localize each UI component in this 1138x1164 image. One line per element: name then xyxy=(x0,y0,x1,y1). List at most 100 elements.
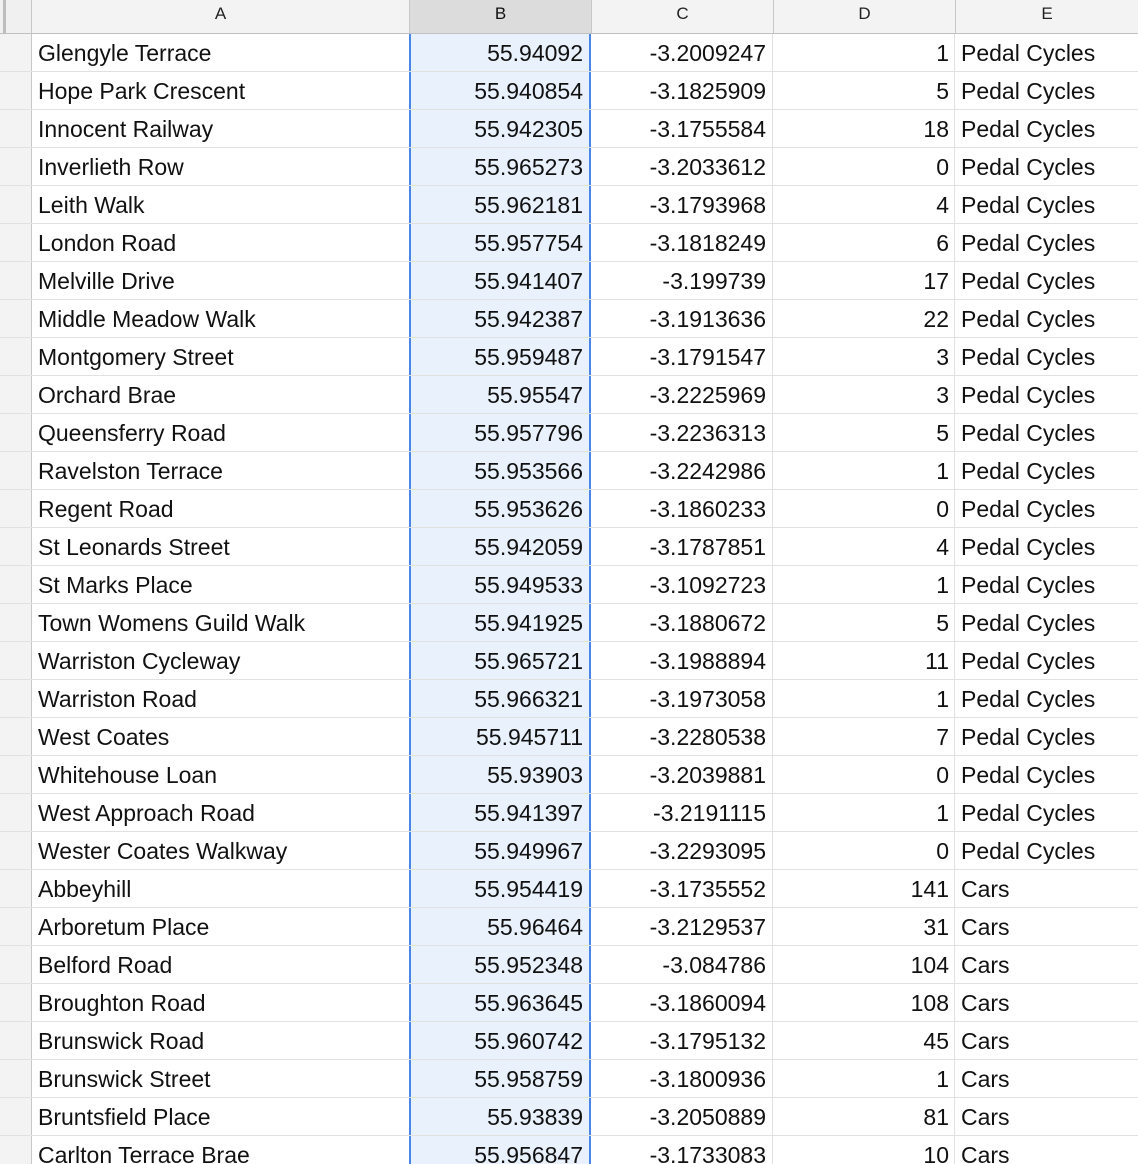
cell-count[interactable]: 6 xyxy=(773,224,955,261)
cell-vehicle-type[interactable]: Pedal Cycles xyxy=(961,648,1096,674)
row-number-header[interactable] xyxy=(0,72,32,109)
cell-count[interactable]: 141 xyxy=(773,870,955,907)
cell-latitude[interactable]: 55.957754 xyxy=(409,224,591,261)
cell-road-name[interactable]: Glengyle Terrace xyxy=(32,34,410,71)
cell-count[interactable]: 5 xyxy=(773,604,955,641)
cell-vehicle-type[interactable]: Pedal Cycles xyxy=(961,496,1096,522)
cell-road-name[interactable]: Broughton Road xyxy=(32,984,410,1021)
cell-count[interactable]: 108 xyxy=(773,984,955,1021)
cell-road-name[interactable]: Warriston Road xyxy=(32,680,410,717)
cell-latitude[interactable]: 55.949967 xyxy=(409,832,591,869)
cell-vehicle-type[interactable]: Pedal Cycles xyxy=(961,268,1096,294)
column-header-c[interactable]: C xyxy=(592,0,774,33)
cell-latitude[interactable]: 55.940854 xyxy=(409,72,591,109)
row-number-header[interactable] xyxy=(0,984,32,1021)
cell-latitude[interactable]: 55.941407 xyxy=(409,262,591,299)
cell-vehicle-type[interactable]: Pedal Cycles xyxy=(961,420,1096,446)
cell-longitude[interactable]: -3.2191115 xyxy=(591,794,773,831)
cell-count[interactable]: 3 xyxy=(773,338,955,375)
row-number-header[interactable] xyxy=(0,1022,32,1059)
cell-road-name[interactable]: West Coates xyxy=(32,718,410,755)
cell-count[interactable]: 1 xyxy=(773,794,955,831)
cell-latitude[interactable]: 55.93903 xyxy=(409,756,591,793)
row-number-header[interactable] xyxy=(0,224,32,261)
cell-longitude[interactable]: -3.2050889 xyxy=(591,1098,773,1135)
cell-road-name[interactable]: Regent Road xyxy=(32,490,410,527)
cell-vehicle-type[interactable]: Cars xyxy=(961,990,1010,1016)
cell-vehicle-type[interactable]: Cars xyxy=(961,876,1010,902)
row-number-header[interactable] xyxy=(0,528,32,565)
row-number-header[interactable] xyxy=(0,908,32,945)
cell-vehicle-type[interactable]: Pedal Cycles xyxy=(961,838,1096,864)
cell-longitude[interactable]: -3.2039881 xyxy=(591,756,773,793)
cell-count[interactable]: 3 xyxy=(773,376,955,413)
row-number-header[interactable] xyxy=(0,794,32,831)
cell-longitude[interactable]: -3.1860094 xyxy=(591,984,773,1021)
cell-road-name[interactable]: Melville Drive xyxy=(32,262,410,299)
cell-count[interactable]: 5 xyxy=(773,414,955,451)
row-number-header[interactable] xyxy=(0,34,32,71)
cell-longitude[interactable]: -3.2129537 xyxy=(591,908,773,945)
cell-road-name[interactable]: Warriston Cycleway xyxy=(32,642,410,679)
cell-road-name[interactable]: Inverlieth Row xyxy=(32,148,410,185)
cell-longitude[interactable]: -3.1825909 xyxy=(591,72,773,109)
row-number-header[interactable] xyxy=(0,718,32,755)
cell-longitude[interactable]: -3.2280538 xyxy=(591,718,773,755)
row-number-header[interactable] xyxy=(0,376,32,413)
cell-latitude[interactable]: 55.954419 xyxy=(409,870,591,907)
row-number-header[interactable] xyxy=(0,566,32,603)
cell-longitude[interactable]: -3.2236313 xyxy=(591,414,773,451)
cell-road-name[interactable]: Carlton Terrace Brae xyxy=(32,1136,410,1164)
cell-latitude[interactable]: 55.95547 xyxy=(409,376,591,413)
cell-longitude[interactable]: -3.1988894 xyxy=(591,642,773,679)
cell-latitude[interactable]: 55.960742 xyxy=(409,1022,591,1059)
cell-longitude[interactable]: -3.199739 xyxy=(591,262,773,299)
row-number-header[interactable] xyxy=(0,946,32,983)
cell-road-name[interactable]: Bruntsfield Place xyxy=(32,1098,410,1135)
cell-road-name[interactable]: Leith Walk xyxy=(32,186,410,223)
row-number-header[interactable] xyxy=(0,300,32,337)
cell-road-name[interactable]: St Marks Place xyxy=(32,566,410,603)
cell-vehicle-type[interactable]: Pedal Cycles xyxy=(961,686,1096,712)
cell-count[interactable]: 0 xyxy=(773,148,955,185)
cell-road-name[interactable]: Arboretum Place xyxy=(32,908,410,945)
cell-latitude[interactable]: 55.942059 xyxy=(409,528,591,565)
row-number-header[interactable] xyxy=(0,452,32,489)
cell-count[interactable]: 1 xyxy=(773,1060,955,1097)
cell-vehicle-type[interactable]: Pedal Cycles xyxy=(961,192,1096,218)
column-header-a[interactable]: A xyxy=(32,0,410,33)
row-number-header[interactable] xyxy=(0,680,32,717)
cell-count[interactable]: 0 xyxy=(773,490,955,527)
cell-road-name[interactable]: Belford Road xyxy=(32,946,410,983)
cell-road-name[interactable]: St Leonards Street xyxy=(32,528,410,565)
row-number-header[interactable] xyxy=(0,148,32,185)
column-header-d[interactable]: D xyxy=(774,0,956,33)
cell-vehicle-type[interactable]: Pedal Cycles xyxy=(961,116,1096,142)
row-number-header[interactable] xyxy=(0,1060,32,1097)
cell-longitude[interactable]: -3.1860233 xyxy=(591,490,773,527)
cell-road-name[interactable]: Brunswick Street xyxy=(32,1060,410,1097)
cell-count[interactable]: 1 xyxy=(773,680,955,717)
column-header-b[interactable]: B xyxy=(410,0,592,33)
cell-road-name[interactable]: Ravelston Terrace xyxy=(32,452,410,489)
cell-longitude[interactable]: -3.1973058 xyxy=(591,680,773,717)
cell-latitude[interactable]: 55.949533 xyxy=(409,566,591,603)
cell-road-name[interactable]: Abbeyhill xyxy=(32,870,410,907)
cell-road-name[interactable]: West Approach Road xyxy=(32,794,410,831)
row-number-header[interactable] xyxy=(0,1098,32,1135)
row-number-header[interactable] xyxy=(0,414,32,451)
cell-road-name[interactable]: Brunswick Road xyxy=(32,1022,410,1059)
row-number-header[interactable] xyxy=(0,338,32,375)
row-number-header[interactable] xyxy=(0,756,32,793)
cell-latitude[interactable]: 55.953566 xyxy=(409,452,591,489)
cell-vehicle-type[interactable]: Pedal Cycles xyxy=(961,534,1096,560)
row-number-header[interactable] xyxy=(0,604,32,641)
cell-vehicle-type[interactable]: Pedal Cycles xyxy=(961,78,1096,104)
cell-count[interactable]: 104 xyxy=(773,946,955,983)
cell-vehicle-type[interactable]: Cars xyxy=(961,952,1010,978)
cell-count[interactable]: 45 xyxy=(773,1022,955,1059)
cell-vehicle-type[interactable]: Cars xyxy=(961,1104,1010,1130)
row-number-header[interactable] xyxy=(0,642,32,679)
cell-latitude[interactable]: 55.93839 xyxy=(409,1098,591,1135)
cell-latitude[interactable]: 55.966321 xyxy=(409,680,591,717)
